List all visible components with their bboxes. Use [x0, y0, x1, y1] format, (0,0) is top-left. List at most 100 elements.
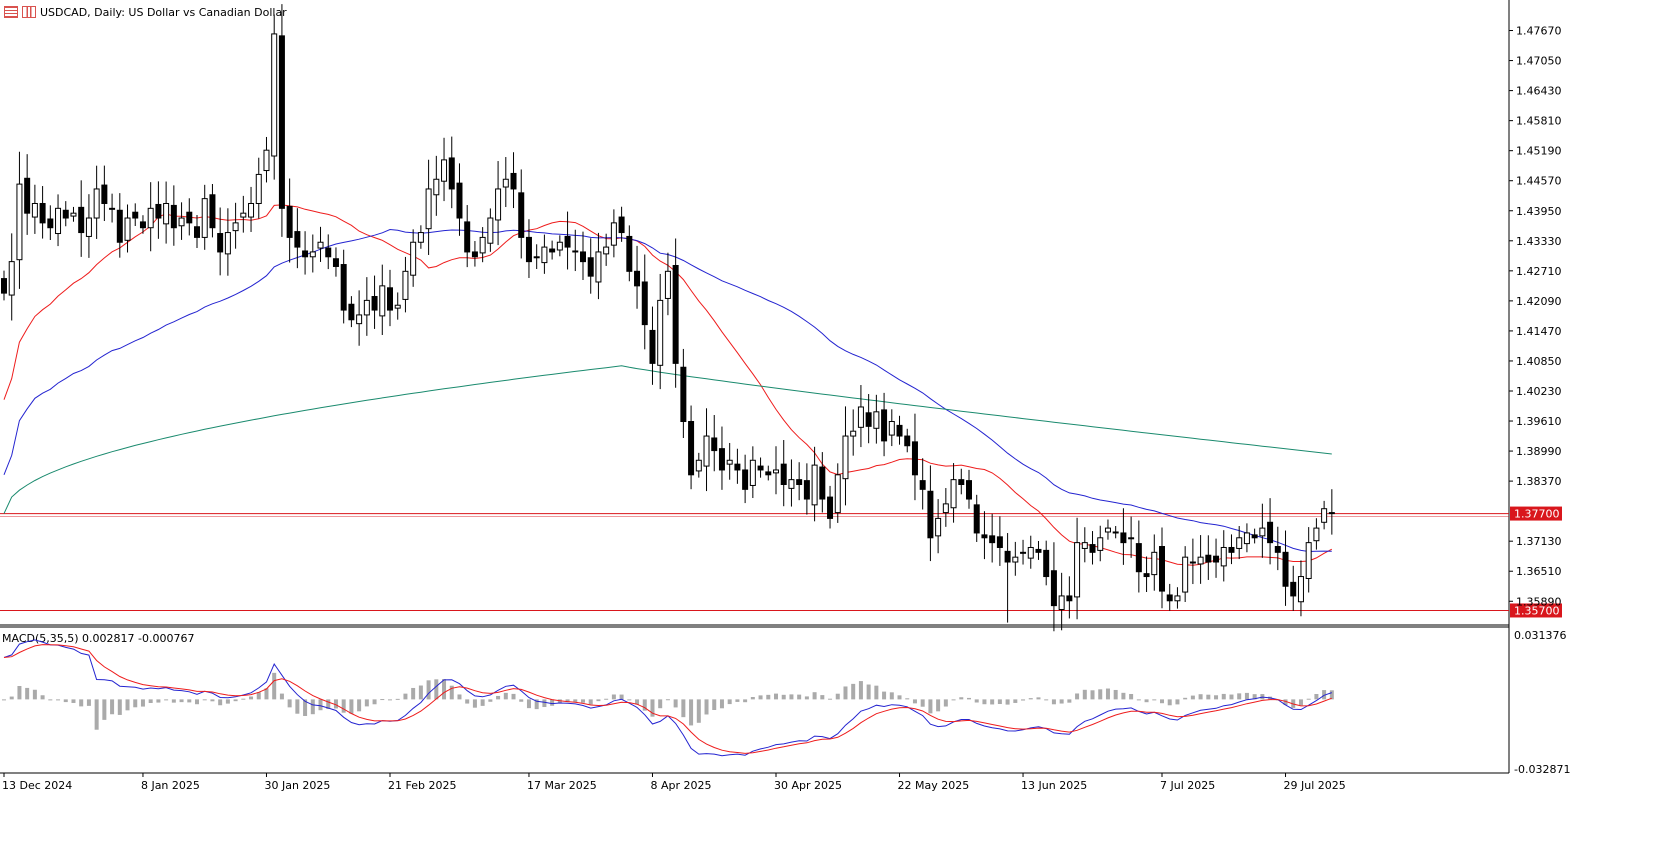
- candle: [564, 211, 571, 270]
- candle: [525, 219, 532, 278]
- macd-histogram-bar: [974, 699, 979, 703]
- candle-body: [834, 474, 841, 514]
- candle: [294, 208, 301, 269]
- macd-tick-label: 0.031376: [1514, 629, 1567, 642]
- candle: [634, 245, 641, 309]
- candle: [580, 231, 586, 280]
- time-tick-label: 13 Jun 2025: [1021, 779, 1087, 792]
- candle: [857, 385, 864, 448]
- candle: [1043, 540, 1050, 586]
- macd-histogram-bar: [990, 699, 995, 705]
- macd-histogram-bar: [148, 699, 153, 703]
- chart-list-icon[interactable]: [4, 6, 18, 18]
- macd-histogram-bar: [627, 699, 632, 701]
- macd-histogram-bar: [1129, 693, 1134, 700]
- candle-body: [1097, 537, 1104, 551]
- candle: [1243, 523, 1250, 553]
- candle-body: [672, 265, 679, 364]
- candle: [911, 413, 918, 501]
- macd-histogram-bar: [681, 699, 686, 718]
- macd-histogram-bar: [2, 699, 6, 701]
- macd-histogram-bar: [534, 699, 539, 710]
- candle: [1220, 530, 1227, 582]
- macd-histogram-bar: [465, 699, 470, 704]
- candle: [549, 240, 556, 260]
- candle-body: [1174, 595, 1181, 602]
- candle: [1313, 518, 1320, 550]
- candle: [626, 225, 633, 282]
- macd-histogram-bar: [1067, 699, 1072, 703]
- macd-histogram-bar: [766, 694, 771, 700]
- candle-body: [1297, 576, 1304, 603]
- candle: [502, 157, 509, 208]
- candle: [24, 154, 31, 235]
- candle-body: [595, 251, 602, 283]
- macd-histogram-bar: [920, 699, 925, 707]
- candle: [1058, 572, 1065, 631]
- macd-histogram-bar: [249, 696, 254, 700]
- macd-histogram-bar: [835, 693, 840, 700]
- candle: [935, 499, 942, 554]
- candle-body: [703, 435, 710, 467]
- candle-body: [217, 233, 224, 253]
- candle: [325, 234, 332, 270]
- macd-histogram-bar: [1021, 699, 1026, 701]
- candle: [618, 206, 625, 242]
- candle: [379, 264, 386, 335]
- candle-body: [888, 421, 895, 436]
- macd-histogram-bar: [967, 697, 971, 700]
- candle-body: [819, 466, 826, 500]
- candle-body: [881, 409, 888, 442]
- candle-body: [1267, 521, 1274, 544]
- chart-type-icon[interactable]: [22, 6, 36, 18]
- macd-histogram-bar: [581, 699, 585, 703]
- macd-histogram-bar: [1306, 698, 1311, 700]
- candle-body: [240, 212, 247, 218]
- macd-histogram-bar: [951, 699, 956, 701]
- price-tick-label: 1.43330: [1516, 235, 1562, 248]
- macd-histogram-bar: [1214, 695, 1219, 700]
- time-tick-label: 13 Dec 2024: [2, 779, 72, 792]
- macd-histogram-bar: [866, 684, 871, 700]
- macd-histogram-bar: [642, 699, 647, 711]
- candle-body: [796, 479, 803, 485]
- macd-histogram-bar: [449, 685, 454, 700]
- candle-body: [1050, 570, 1057, 607]
- candle: [101, 165, 108, 222]
- candle-body: [1290, 581, 1297, 597]
- macd-histogram-bar: [102, 699, 107, 720]
- candle-body: [556, 241, 563, 251]
- candle: [672, 238, 679, 388]
- candle: [217, 207, 224, 276]
- time-tick-label: 21 Feb 2025: [388, 779, 456, 792]
- macd-histogram-bar: [179, 699, 184, 703]
- macd-histogram-bar: [689, 699, 694, 726]
- candle: [1035, 540, 1042, 560]
- price-tick-label: 1.37130: [1516, 535, 1562, 548]
- price-axis: 1.47670 1.47050 1.46430 1.45810 1.45190 1.445…: [1509, 25, 1570, 776]
- candle-body: [1120, 532, 1127, 544]
- candle: [811, 446, 818, 522]
- candle-body: [271, 33, 278, 157]
- candle-body: [1166, 594, 1173, 602]
- macd-histogram-bar: [48, 699, 53, 701]
- macd-histogram-bar: [727, 699, 732, 705]
- macd-histogram-bar: [619, 694, 624, 700]
- macd-histogram-bar: [303, 699, 308, 716]
- candle: [757, 457, 764, 478]
- macd-histogram-bar: [743, 699, 748, 703]
- candle: [278, 4, 285, 237]
- candle-body: [950, 479, 957, 509]
- candle-body: [425, 188, 432, 230]
- price-tick-label: 1.40230: [1516, 385, 1562, 398]
- candle-body: [1182, 556, 1189, 593]
- candle-body: [8, 261, 15, 296]
- candle: [688, 405, 695, 490]
- candle: [464, 205, 471, 268]
- candle: [224, 208, 231, 276]
- candle-body: [1020, 551, 1027, 554]
- horizontal-levels[interactable]: 1.37700 1.35700: [0, 506, 1562, 618]
- candle-body: [332, 258, 339, 267]
- macd-histogram-bar: [56, 699, 61, 701]
